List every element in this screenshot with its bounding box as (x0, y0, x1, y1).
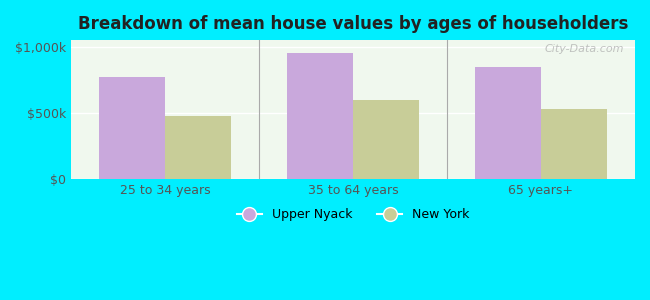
Bar (99, 76, 165, 179)
Bar (287, 53, 353, 179)
Bar (165, 116, 231, 179)
Title: Breakdown of mean house values by ages of householders: Breakdown of mean house values by ages o… (78, 15, 628, 33)
Bar (475, 67, 541, 179)
Legend: Upper Nyack, New York: Upper Nyack, New York (231, 203, 474, 226)
Bar (353, 100, 419, 179)
Text: City-Data.com: City-Data.com (544, 44, 624, 54)
Bar (541, 109, 607, 179)
